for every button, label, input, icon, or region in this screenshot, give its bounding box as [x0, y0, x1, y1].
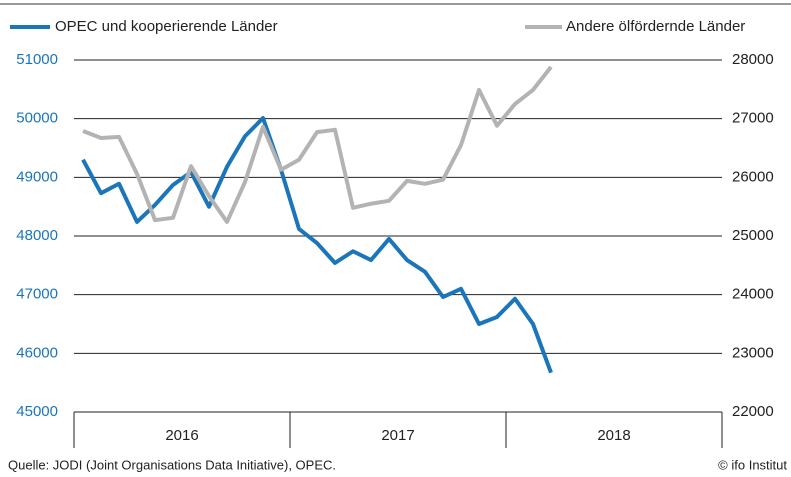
- x-tick-label: 2018: [597, 427, 630, 444]
- y2-tick-label: 26000: [732, 168, 774, 185]
- copyright: © ifo Institut: [718, 457, 787, 472]
- y2-tick-label: 22000: [732, 403, 774, 420]
- x-tick-label: 2017: [381, 427, 414, 444]
- y-tick-label: 48000: [16, 227, 58, 244]
- y-tick-label: 46000: [16, 344, 58, 361]
- y2-tick-label: 24000: [732, 286, 774, 303]
- legend-label: OPEC und kooperierende Länder: [55, 18, 278, 35]
- source-note: Quelle: JODI (Joint Organisations Data I…: [8, 457, 336, 472]
- y-tick-label: 47000: [16, 286, 58, 303]
- x-tick-label: 2016: [165, 427, 198, 444]
- legend-label: Andere ölfördernde Länder: [566, 18, 745, 35]
- y2-tick-label: 25000: [732, 227, 774, 244]
- y2-tick-label: 27000: [732, 110, 774, 127]
- series-line: [82, 65, 553, 224]
- series-line: [81, 116, 553, 374]
- y2-tick-label: 23000: [732, 344, 774, 361]
- y-tick-label: 49000: [16, 168, 58, 185]
- y2-tick-label: 28000: [732, 51, 774, 68]
- y-tick-label: 50000: [16, 110, 58, 127]
- y-tick-label: 45000: [16, 403, 58, 420]
- y-tick-label: 51000: [16, 51, 58, 68]
